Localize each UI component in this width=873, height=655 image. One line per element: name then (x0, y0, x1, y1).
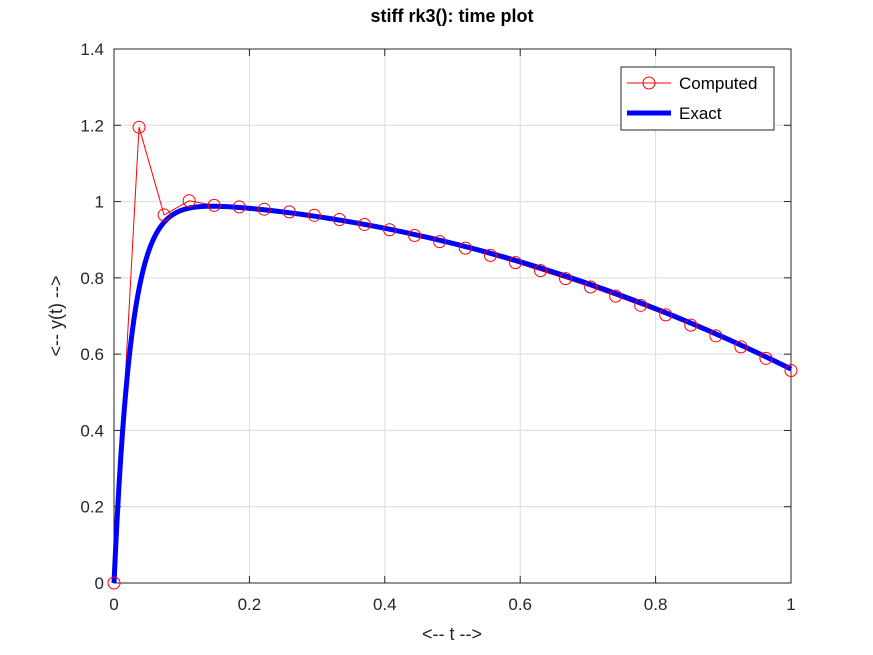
axes-frame (113, 48, 792, 584)
computed-point (759, 351, 773, 365)
y-tick-label: 0.6 (80, 345, 104, 364)
computed-point (232, 200, 246, 214)
computed-point (207, 198, 221, 212)
x-tick-label: 0 (109, 595, 118, 614)
computed-point (784, 364, 798, 378)
computed-point (282, 205, 296, 219)
legend: Computed Exact (620, 66, 775, 131)
legend-exact-label: Exact (679, 104, 722, 123)
computed-point (383, 223, 397, 237)
y-tick-label: 0.8 (80, 269, 104, 288)
computed-point (534, 264, 548, 278)
computed-point (609, 289, 623, 303)
computed-point (408, 229, 422, 243)
computed-point (709, 329, 723, 343)
computed-point (483, 248, 497, 262)
y-axis-label: <-- y(t) --> (46, 276, 66, 357)
computed-point (684, 318, 698, 332)
computed-point (257, 202, 271, 216)
computed-point (332, 212, 346, 226)
x-tick-label: 0.6 (508, 595, 532, 614)
computed-point (433, 235, 447, 249)
computed-point (584, 280, 598, 294)
computed-point (458, 241, 472, 255)
y-tick-label: 0.4 (80, 421, 104, 440)
y-tick-label: 1.4 (80, 40, 104, 59)
computed-point (357, 217, 371, 231)
y-tick-label: 0.2 (80, 498, 104, 517)
x-axis-label: <-- t --> (422, 624, 482, 644)
axes-border (113, 48, 792, 584)
computed-point (182, 194, 196, 208)
computed-point (107, 576, 121, 590)
y-tick-labels: 0 0.2 0.4 0.6 0.8 1 1.2 1.4 (80, 40, 104, 593)
x-tick-labels: 0 0.2 0.4 0.6 0.8 1 (109, 595, 795, 614)
x-tick-label: 0.2 (238, 595, 262, 614)
computed-point (132, 120, 146, 134)
computed-point (634, 298, 648, 312)
y-tick-label: 1 (95, 193, 104, 212)
computed-point (307, 208, 321, 222)
computed-point (508, 256, 522, 270)
y-tick-label: 0 (95, 574, 104, 593)
computed-point (659, 308, 673, 322)
tick-marks (113, 48, 792, 584)
y-tick-label: 1.2 (80, 116, 104, 135)
x-tick-label: 0.4 (373, 595, 397, 614)
computed-point (734, 340, 748, 354)
exact-series-line (111, 203, 793, 584)
legend-computed-marker (642, 76, 656, 90)
x-tick-label: 1 (786, 595, 795, 614)
legend-computed-label: Computed (679, 74, 757, 93)
computed-point (559, 272, 573, 286)
chart-title: stiff rk3(): time plot (370, 6, 533, 26)
computed-point (157, 208, 171, 222)
x-tick-label: 0.8 (644, 595, 668, 614)
series-layer (107, 120, 798, 590)
